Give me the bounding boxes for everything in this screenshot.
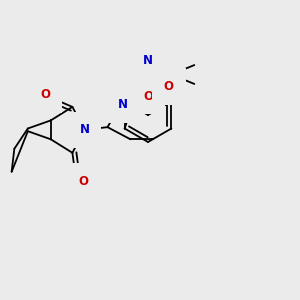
Text: O: O: [143, 90, 153, 103]
Text: N: N: [80, 123, 89, 136]
Text: O: O: [40, 88, 50, 101]
Text: H: H: [109, 97, 117, 107]
Text: O: O: [164, 80, 174, 93]
Text: O: O: [78, 175, 88, 188]
Text: N: N: [118, 98, 128, 111]
Text: N: N: [143, 55, 153, 68]
